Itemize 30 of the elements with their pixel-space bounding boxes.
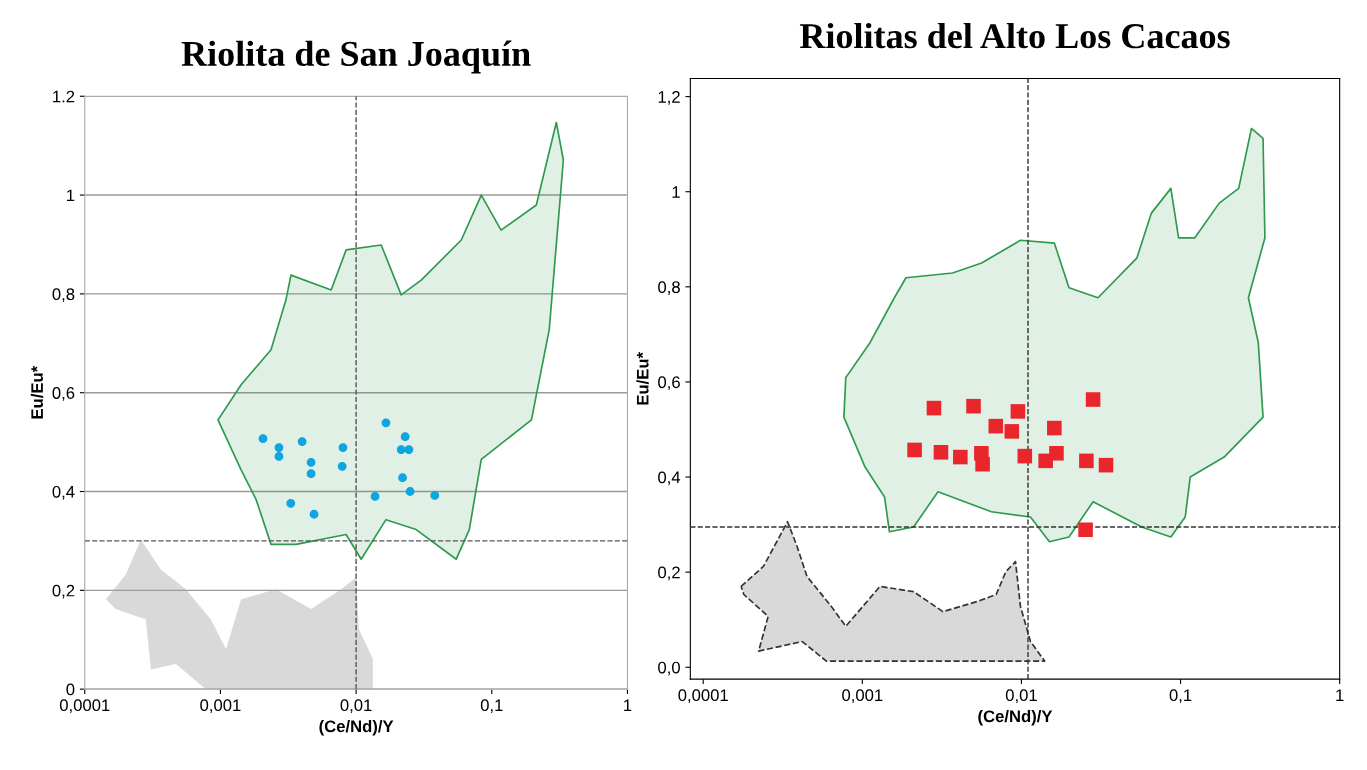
y-tick-label: 0,2 bbox=[658, 566, 680, 581]
x-tick-label: 1 bbox=[624, 699, 632, 711]
y-tick-label: 0,6 bbox=[658, 376, 680, 391]
x-axis-title: (Ce/Nd)/Y bbox=[978, 709, 1053, 726]
y-axis-title: Eu/Eu* bbox=[636, 352, 649, 405]
x-tick-label: 0,001 bbox=[842, 689, 883, 704]
x-tick-label: 1 bbox=[1336, 689, 1344, 701]
x-tick-label: 0,0001 bbox=[59, 699, 110, 714]
x-tick-label: 0,001 bbox=[200, 699, 241, 714]
y-tick-label: 0,8 bbox=[658, 281, 680, 295]
y-tick-label: 0,6 bbox=[52, 387, 75, 401]
y-tick-label: 0,8 bbox=[52, 288, 75, 303]
chart-title: Riolita de San Joaquín bbox=[181, 40, 531, 74]
y-tick-label: 0,4 bbox=[52, 485, 75, 500]
y-tick-label: 1 bbox=[67, 189, 75, 202]
x-axis-title: (Ce/Nd)/Y bbox=[319, 719, 394, 736]
y-tick-label: 1,2 bbox=[658, 91, 680, 105]
y-tick-label: 1.2 bbox=[53, 90, 75, 103]
x-tick-label: 0,0001 bbox=[678, 689, 728, 704]
y-tick-label: 0 bbox=[66, 683, 75, 696]
y-tick-label: 1 bbox=[672, 186, 680, 198]
x-tick-label: 0,01 bbox=[1005, 689, 1037, 704]
y-tick-label: 0,4 bbox=[658, 471, 681, 486]
chart-title: Riolitas del Alto Los Cacaos bbox=[799, 22, 1230, 49]
y-axis-title: Eu/Eu* bbox=[30, 365, 44, 419]
x-tick-label: 0,01 bbox=[340, 699, 372, 714]
y-tick-label: 0,0 bbox=[658, 661, 680, 676]
y-tick-label: 0,2 bbox=[52, 584, 75, 599]
x-tick-label: 0,1 bbox=[1169, 689, 1192, 704]
x-tick-label: 0,1 bbox=[480, 699, 503, 714]
